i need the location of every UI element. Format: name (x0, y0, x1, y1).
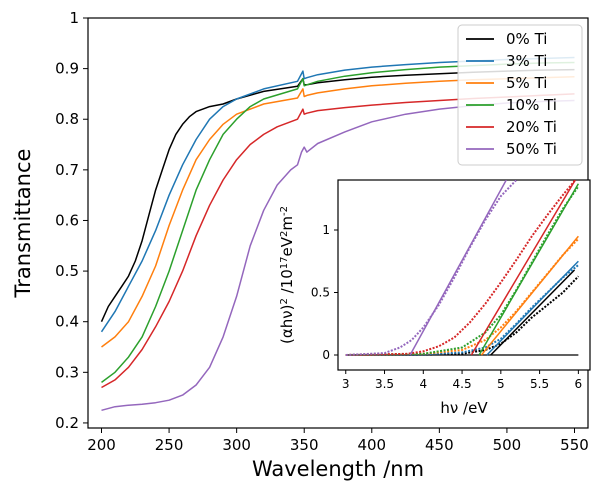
legend-label: 10% Ti (506, 96, 557, 114)
inset-y-tick-label: 0 (322, 348, 330, 362)
inset-fit-10ti (478, 183, 580, 356)
inset-ylabel-sup4: -2 (279, 206, 290, 216)
inset-curve-50ti (345, 180, 518, 356)
main-x-tick-label: 550 (560, 436, 589, 454)
main-x-tick-label: 250 (155, 436, 184, 454)
legend-box (457, 24, 583, 166)
main-y-tick-label: 0.2 (55, 414, 79, 432)
legend-label: 50% Ti (506, 140, 557, 158)
inset-ylabel-mid3: m (278, 216, 296, 231)
inset-fit-50ti (409, 180, 507, 356)
inset-x-tick-label: 4 (419, 377, 427, 391)
main-y-tick-label: 0.5 (55, 262, 79, 280)
inset-x-tick-label: 3.5 (375, 377, 394, 391)
inset-plot: 3 3.5 4 4.5 5 5.5 600.51 hν /eV (αhν)2 /1017eV… (278, 179, 591, 417)
main-x-tick-label: 500 (493, 436, 522, 454)
main-x-tick-label: 300 (222, 436, 251, 454)
legend-label: 3% Ti (506, 52, 547, 70)
inset-ylabel-mid: /10 (278, 269, 296, 298)
main-y-tick-label: 0.6 (55, 211, 79, 229)
inset-x-tick-label: 5.5 (530, 377, 549, 391)
inset-axes-frame (337, 179, 591, 371)
inset-x-tick-label: 3 (342, 377, 350, 391)
inset-ylabel-sup2: 17 (279, 256, 290, 269)
legend-label: 0% Ti (506, 30, 547, 48)
inset-ylabel-sup3: 2 (279, 231, 290, 237)
legend-label: 5% Ti (506, 74, 547, 92)
inset-y-tick-label: 0.5 (311, 286, 330, 300)
inset-x-tick-label: 6 (575, 377, 583, 391)
inset-curve-5ti (345, 238, 580, 356)
inset-curve-3ti (345, 264, 580, 356)
inset-curve-10ti (345, 185, 580, 356)
main-plot-area: 200 250 300 350 400 450 500 5500.20.30.40.50.60… (55, 9, 589, 454)
main-y-tick-label: 0.8 (55, 110, 79, 128)
inset-curve-0ti (345, 275, 580, 356)
inset-x-tick-label: 5 (497, 377, 505, 391)
main-y-tick-label: 0.3 (55, 363, 79, 381)
inset-ylabel-sup1: 2 (279, 298, 290, 304)
legend-label: 20% Ti (506, 118, 557, 136)
inset-ylabel-mid2: eV (278, 236, 296, 256)
main-x-tick-label: 350 (290, 436, 319, 454)
inset-ylabel-main: (αhν) (278, 305, 296, 344)
inset-x-axis-label: hν /eV (440, 399, 488, 417)
inset-x-tick-label: 4.5 (453, 377, 472, 391)
inset-plot-area: 3 3.5 4 4.5 5 5.5 6 0 0.5 1 (311, 179, 591, 391)
inset-curve-20ti (345, 180, 577, 356)
main-y-tick-label: 0.4 (55, 313, 79, 331)
series-line-50ti (101, 99, 575, 412)
inset-fit-20ti (470, 180, 576, 356)
main-x-tick-label: 200 (87, 436, 116, 454)
series-line-0ti (100, 68, 575, 323)
inset-clipped-group (345, 180, 580, 356)
inset-series-group (345, 180, 580, 356)
inset-fit-5ti (480, 235, 579, 356)
series-line-20ti (101, 93, 575, 389)
main-y-axis-label: Transmittance (11, 149, 35, 299)
main-y-tick-label: 1 (69, 9, 79, 27)
inset-fit-3ti (486, 260, 579, 356)
main-y-tick-label: 0.9 (55, 60, 79, 78)
main-y-tick-label: 0.7 (55, 161, 79, 179)
inset-y-axis-label: (αhν)2 /1017eV2m-2 (278, 206, 296, 344)
series-line-5ti (101, 75, 575, 348)
main-x-tick-label: 400 (357, 436, 386, 454)
series-line-3ti (100, 56, 575, 333)
legend: 0% Ti 3% Ti 5% Ti 10% Ti 20% Ti 50% Ti (457, 24, 583, 166)
main-x-axis-label: Wavelength /nm (252, 457, 424, 481)
inset-y-tick-label: 1 (322, 223, 330, 237)
series-line-10ti (101, 61, 575, 384)
inset-fit-0ti (490, 269, 576, 356)
main-x-tick-label: 450 (425, 436, 454, 454)
main-series-group (100, 56, 575, 412)
